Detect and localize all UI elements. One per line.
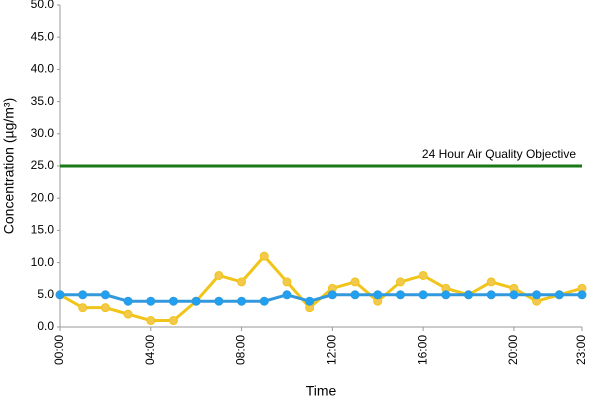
point (100, 303, 110, 313)
point (282, 290, 292, 300)
x-tick-label: 00:00 (52, 335, 66, 365)
point (418, 290, 428, 300)
x-axis-title: Time (306, 383, 337, 399)
point (146, 316, 156, 326)
point (350, 277, 360, 287)
point (486, 277, 496, 287)
y-tick-label: 50.0 (31, 0, 55, 11)
point (237, 277, 247, 287)
y-axis-title: Concentration (µg/m³) (1, 98, 17, 234)
point (123, 309, 133, 319)
point (259, 251, 269, 261)
y-tick-label: 40.0 (31, 62, 55, 76)
y-tick-label: 30.0 (31, 126, 55, 140)
point (373, 290, 383, 300)
point (214, 296, 224, 306)
point (55, 290, 65, 300)
x-tick-label: 23:00 (574, 335, 588, 365)
point (191, 296, 201, 306)
point (259, 296, 269, 306)
point (509, 290, 519, 300)
y-tick-label: 25.0 (31, 158, 55, 172)
point (146, 296, 156, 306)
x-tick-label: 08:00 (234, 335, 248, 365)
y-tick-label: 15.0 (31, 223, 55, 237)
point (78, 303, 88, 313)
point (418, 270, 428, 280)
point (305, 296, 315, 306)
y-tick-label: 0.0 (37, 319, 54, 333)
x-tick-label: 12:00 (325, 335, 339, 365)
point (486, 290, 496, 300)
point (395, 277, 405, 287)
point (577, 290, 587, 300)
point (464, 290, 474, 300)
y-tick-label: 20.0 (31, 190, 55, 204)
point (100, 290, 110, 300)
x-tick-label: 04:00 (143, 335, 157, 365)
point (237, 296, 247, 306)
point (168, 316, 178, 326)
series-line (60, 293, 582, 303)
point (168, 296, 178, 306)
point (554, 290, 564, 300)
point (350, 290, 360, 300)
point (327, 290, 337, 300)
y-tick-label: 35.0 (31, 94, 55, 108)
x-tick-label: 20:00 (506, 335, 520, 365)
y-tick-label: 10.0 (31, 255, 55, 269)
x-tick-label: 16:00 (415, 335, 429, 365)
y-tick-label: 45.0 (31, 29, 55, 43)
point (441, 290, 451, 300)
series-line (59, 253, 583, 323)
point (532, 290, 542, 300)
point (282, 277, 292, 287)
point (123, 296, 133, 306)
y-tick-label: 5.0 (37, 287, 54, 301)
point (395, 290, 405, 300)
point (214, 270, 224, 280)
reference-label: 24 Hour Air Quality Objective (422, 147, 576, 161)
point (78, 290, 88, 300)
